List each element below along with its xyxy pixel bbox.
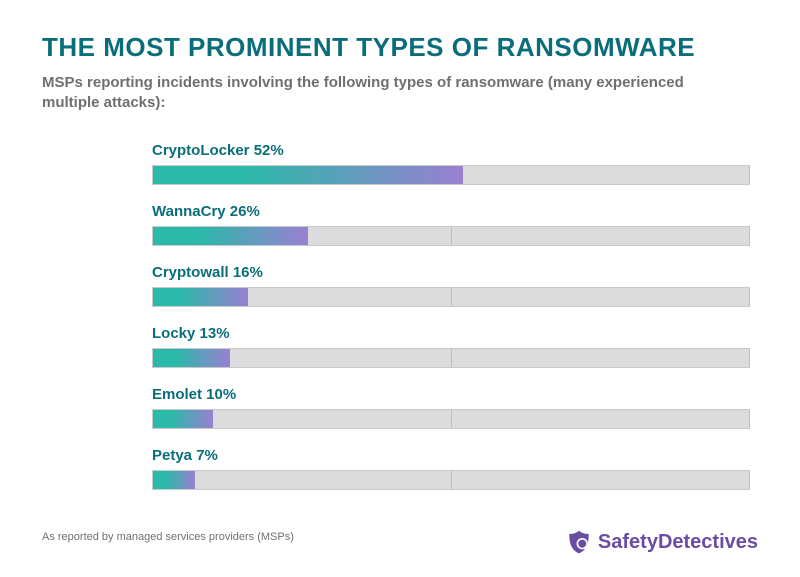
bar-ticks [153,410,749,428]
bar-label: CryptoLocker 52% [152,142,750,159]
chart-row: Locky 13% [152,325,750,368]
tick [451,410,452,428]
bar-fill [153,349,230,367]
chart-row: Emolet 10% [152,386,750,429]
tick [749,288,750,306]
tick [451,349,452,367]
bar-fill [153,288,248,306]
chart-row: WannaCry 26% [152,203,750,246]
brand-name-light: Safety [598,531,658,553]
bar-ticks [153,471,749,489]
ransomware-bar-chart: CryptoLocker 52% WannaCry 26% Cryptowall 1… [152,142,750,490]
page-title: THE MOST PROMINENT TYPES OF RANSOMWARE [42,32,758,63]
tick [749,471,750,489]
bar-track [152,226,750,246]
bar-label: Locky 13% [152,325,750,342]
tick [749,227,750,245]
bar-fill [153,227,308,245]
tick [451,288,452,306]
bar-label: Emolet 10% [152,386,750,403]
bar-track [152,409,750,429]
bar-label: WannaCry 26% [152,203,750,220]
shield-logo-icon [566,529,592,555]
chart-row: Cryptowall 16% [152,264,750,307]
bar-track [152,470,750,490]
tick [749,349,750,367]
chart-row: Petya 7% [152,447,750,490]
tick [749,410,750,428]
bar-ticks [153,349,749,367]
tick [451,227,452,245]
bar-fill [153,410,213,428]
brand-block: SafetyDetectives [566,529,758,555]
bar-track [152,165,750,185]
bar-track [152,287,750,307]
bar-label: Cryptowall 16% [152,264,750,281]
bar-label: Petya 7% [152,447,750,464]
bar-track [152,348,750,368]
footnote: As reported by managed services provider… [42,531,294,543]
chart-row: CryptoLocker 52% [152,142,750,185]
page-subtitle: MSPs reporting incidents involving the f… [42,73,702,114]
bar-fill [153,166,463,184]
brand-name-bold: Detectives [658,531,758,553]
brand-name: SafetyDetectives [598,531,758,554]
bar-fill [153,471,195,489]
tick [451,471,452,489]
tick [749,166,750,184]
